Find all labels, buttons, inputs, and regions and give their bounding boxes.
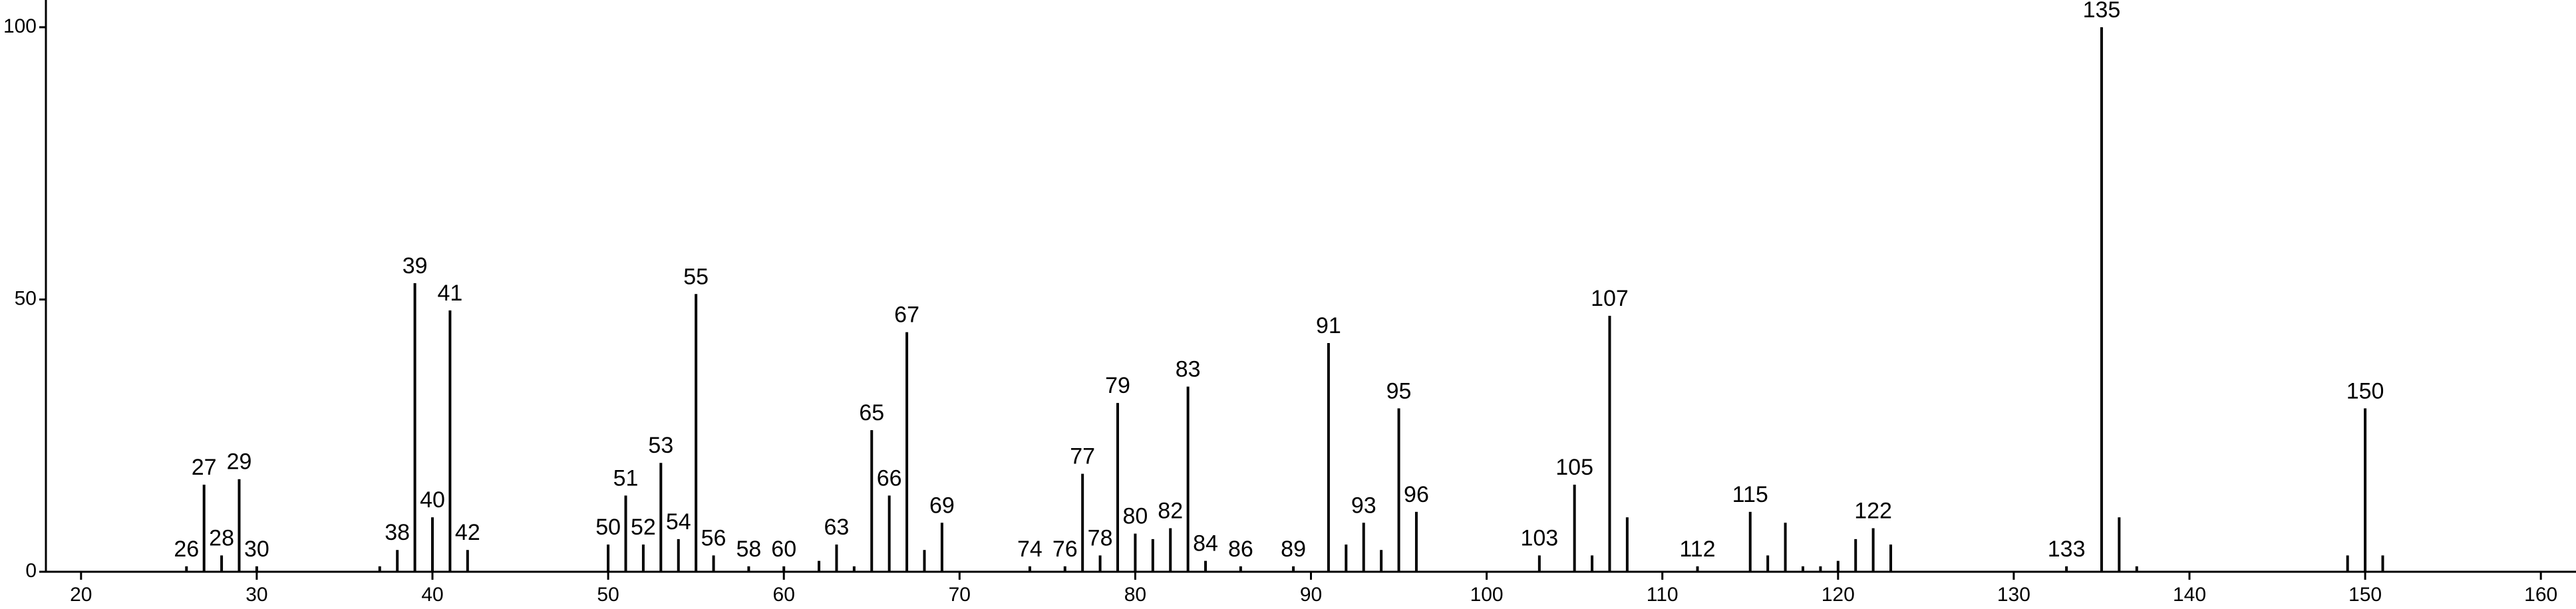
peak-label: 84	[1193, 531, 1218, 556]
peak-label: 63	[824, 515, 850, 540]
peak-label: 77	[1070, 444, 1095, 469]
x-tick-label: 140	[2173, 584, 2206, 606]
peak-label: 107	[1591, 286, 1629, 311]
peak-label: 76	[1052, 537, 1078, 562]
x-tick-label: 100	[1470, 584, 1504, 606]
peak-label: 91	[1316, 313, 1341, 338]
peak-label: 53	[648, 433, 673, 458]
peak-label: 135	[2083, 0, 2121, 23]
peak-label: 86	[1228, 537, 1253, 562]
peak-label: 27	[192, 455, 217, 480]
peak-label: 38	[385, 520, 410, 545]
peak-label: 67	[894, 303, 919, 328]
peak-label: 93	[1351, 493, 1376, 518]
x-tick-label: 60	[773, 584, 795, 606]
peak-label: 95	[1386, 378, 1412, 404]
peak-label: 52	[631, 515, 656, 540]
x-tick-label: 40	[421, 584, 443, 606]
peak-label: 96	[1404, 482, 1429, 507]
peak-label: 74	[1017, 537, 1043, 562]
x-tick-label: 160	[2524, 584, 2557, 606]
x-tick-label: 150	[2348, 584, 2382, 606]
peak-label: 41	[438, 281, 463, 306]
peak-label: 103	[1520, 525, 1558, 550]
peak-label: 56	[701, 525, 726, 550]
peak-label: 82	[1158, 498, 1183, 523]
peak-label: 39	[402, 253, 428, 279]
x-tick-label: 50	[597, 584, 619, 606]
peak-label: 29	[227, 449, 252, 475]
peak-label: 51	[613, 465, 639, 491]
peak-label: 50	[595, 515, 621, 540]
peak-label: 66	[877, 465, 902, 491]
x-tick-label: 80	[1124, 584, 1146, 606]
x-tick-label: 20	[70, 584, 92, 606]
peak-label: 112	[1679, 537, 1715, 562]
y-tick-label: 0	[25, 560, 37, 582]
x-tick-label: 120	[1822, 584, 1855, 606]
peak-label: 40	[420, 487, 445, 513]
peak-label: 80	[1122, 504, 1148, 529]
peak-label: 54	[666, 509, 691, 535]
x-tick-label: 110	[1647, 584, 1679, 606]
peak-label: 115	[1732, 482, 1768, 507]
peak-label: 30	[244, 537, 269, 562]
x-tick-label: 30	[245, 584, 267, 606]
y-tick-label: 100	[3, 15, 37, 37]
x-tick-label: 130	[1997, 584, 2030, 606]
peak-label: 55	[683, 264, 709, 289]
peak-label: 133	[2048, 537, 2086, 562]
peak-label: 58	[736, 537, 761, 562]
x-tick-label: 70	[949, 584, 971, 606]
peak-label: 60	[771, 537, 796, 562]
peak-label: 42	[455, 520, 480, 545]
peak-label: 122	[1854, 498, 1892, 523]
x-tick-label: 90	[1300, 584, 1322, 606]
peak-label: 89	[1281, 537, 1306, 562]
peak-label: 69	[929, 493, 955, 518]
peak-label: 65	[859, 400, 884, 426]
peak-label: 105	[1555, 455, 1593, 480]
peak-label: 26	[174, 537, 199, 562]
peak-label: 28	[209, 525, 234, 550]
peak-label: 150	[2346, 378, 2384, 404]
y-tick-label: 50	[15, 287, 37, 309]
peak-label: 83	[1176, 357, 1201, 382]
peak-label: 79	[1105, 373, 1130, 398]
peak-label: 78	[1088, 525, 1113, 550]
